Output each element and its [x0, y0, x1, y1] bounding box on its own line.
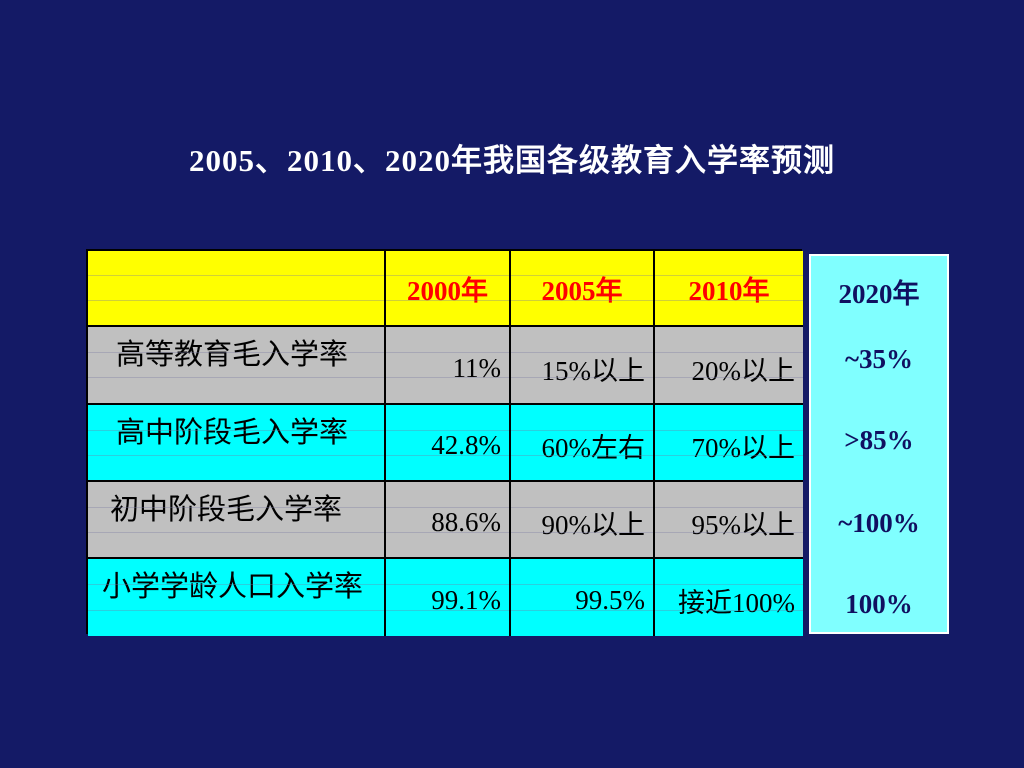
projection-value: 100% [845, 589, 913, 619]
enrollment-table: 2000年 2005年 2010年 高等教育毛入学率 11% 15%以上 20%… [86, 249, 803, 636]
table-header-2010: 2010年 [655, 251, 803, 327]
table-cell: 99.1% [386, 559, 511, 636]
projection-value: ~100% [838, 508, 920, 538]
row-label-junior-high: 初中阶段毛入学率 [88, 482, 386, 559]
table-cell: 20%以上 [655, 327, 803, 405]
projection-2020-panel: 2020年 ~35% >85% ~100% 100% [809, 254, 949, 634]
table-header-2005: 2005年 [511, 251, 655, 327]
row-label-senior-high: 高中阶段毛入学率 [88, 405, 386, 482]
projection-header: 2020年 [838, 279, 920, 309]
projection-value: >85% [844, 425, 914, 455]
table-cell: 70%以上 [655, 405, 803, 482]
projection-value: ~35% [844, 344, 914, 374]
row-label-higher-education: 高等教育毛入学率 [88, 327, 386, 405]
table-cell: 90%以上 [511, 482, 655, 559]
table-cell: 42.8% [386, 405, 511, 482]
slide-title: 2005、2010、2020年我国各级教育入学率预测 [189, 143, 835, 178]
table-cell: 88.6% [386, 482, 511, 559]
table-cell: 60%左右 [511, 405, 655, 482]
table-header-2000: 2000年 [386, 251, 511, 327]
table-cell: 15%以上 [511, 327, 655, 405]
table-cell: 99.5% [511, 559, 655, 636]
table-header-corner [88, 251, 386, 327]
table-cell: 接近100% [655, 559, 803, 636]
row-label-primary-school: 小学学龄人口入学率 [88, 559, 386, 636]
table-cell: 95%以上 [655, 482, 803, 559]
table-cell: 11% [386, 327, 511, 405]
